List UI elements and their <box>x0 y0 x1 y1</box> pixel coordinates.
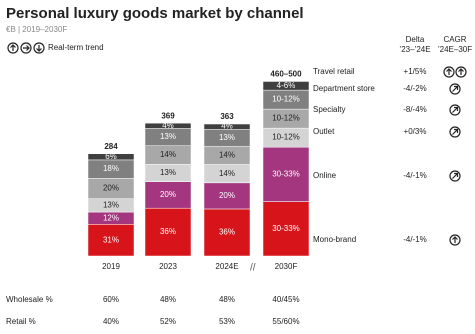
value-label: 10-12% <box>272 114 300 123</box>
channel-label: Travel retail <box>313 67 355 76</box>
channel-label: Online <box>313 171 337 180</box>
chart-title: Personal luxury goods market by channel <box>6 5 304 22</box>
value-label: 12% <box>103 213 119 222</box>
legend-title: Real-term trend <box>48 43 104 52</box>
delta-value: +0/3% <box>404 127 427 136</box>
row-value: 55/60% <box>272 317 299 326</box>
total-label: 369 <box>161 111 175 120</box>
value-label: 10-12% <box>272 133 300 142</box>
value-label: 14% <box>219 150 235 159</box>
x-tick-label: 2024E <box>215 262 238 271</box>
value-label: 13% <box>160 168 176 177</box>
bar-segment <box>262 201 310 257</box>
bar-segment <box>262 146 310 202</box>
value-label: 4-6% <box>277 81 296 90</box>
bar-segment <box>87 153 135 161</box>
cagr-icons <box>443 66 467 246</box>
value-label: 14% <box>160 150 176 159</box>
channel-label: Mono-brand <box>313 235 356 244</box>
bar-segment <box>144 122 192 129</box>
value-label: 30-33% <box>272 224 300 233</box>
value-label: 4% <box>162 121 174 130</box>
value-label: 31% <box>103 235 119 244</box>
value-label: 36% <box>219 228 235 237</box>
row-value: 40% <box>103 317 119 326</box>
delta-value: -4/-2% <box>403 84 427 93</box>
cagr-header: CAGR <box>443 35 466 44</box>
value-label: 6% <box>105 152 117 161</box>
row-value: 52% <box>160 317 176 326</box>
bar-segment <box>203 208 251 257</box>
value-label: 30-33% <box>272 169 300 178</box>
row-label: Wholesale % <box>6 295 53 304</box>
value-label: 20% <box>103 184 119 193</box>
bar-segment <box>203 123 251 130</box>
bar-segment <box>203 182 251 210</box>
channel-label: Outlet <box>313 127 335 136</box>
value-label: 13% <box>219 133 235 142</box>
x-tick-label: 2019 <box>102 262 120 271</box>
x-tick-label: 2030F <box>275 262 298 271</box>
total-label: 363 <box>220 112 234 121</box>
row-value: 40/45% <box>272 295 299 304</box>
total-label: 284 <box>104 142 118 151</box>
chart-subtitle: €B | 2019–2030F <box>6 25 67 34</box>
bar-segment <box>87 224 135 257</box>
bar-segment <box>262 81 310 91</box>
x-tick-label: 2023 <box>159 262 177 271</box>
value-label: 20% <box>160 190 176 199</box>
value-label: 18% <box>103 164 119 173</box>
legend-icons <box>7 42 45 54</box>
cagr-header: ’24E–30F <box>438 45 472 54</box>
delta-value: -4/-1% <box>403 171 427 180</box>
row-value: 60% <box>103 295 119 304</box>
bar-segment <box>144 207 192 257</box>
value-label: 14% <box>219 169 235 178</box>
bar-segment <box>144 181 192 209</box>
delta-value: +1/5% <box>404 67 427 76</box>
row-value: 48% <box>219 295 235 304</box>
delta-header: ’23–’24E <box>399 45 430 54</box>
delta-value: -4/-1% <box>403 235 427 244</box>
axis-break: // <box>250 263 256 274</box>
total-label: 460–500 <box>270 70 302 79</box>
row-value: 53% <box>219 317 235 326</box>
value-label: 13% <box>103 201 119 210</box>
value-label: 4% <box>221 122 233 131</box>
value-label: 36% <box>160 227 176 236</box>
value-label: 10-12% <box>272 95 300 104</box>
delta-header: Delta <box>406 35 425 44</box>
value-label: 20% <box>219 191 235 200</box>
channel-label: Department store <box>313 84 375 93</box>
row-label: Retail % <box>6 317 36 326</box>
delta-value: -8/-4% <box>403 105 427 114</box>
channel-label: Specialty <box>313 105 345 114</box>
value-label: 13% <box>160 132 176 141</box>
row-value: 48% <box>160 295 176 304</box>
